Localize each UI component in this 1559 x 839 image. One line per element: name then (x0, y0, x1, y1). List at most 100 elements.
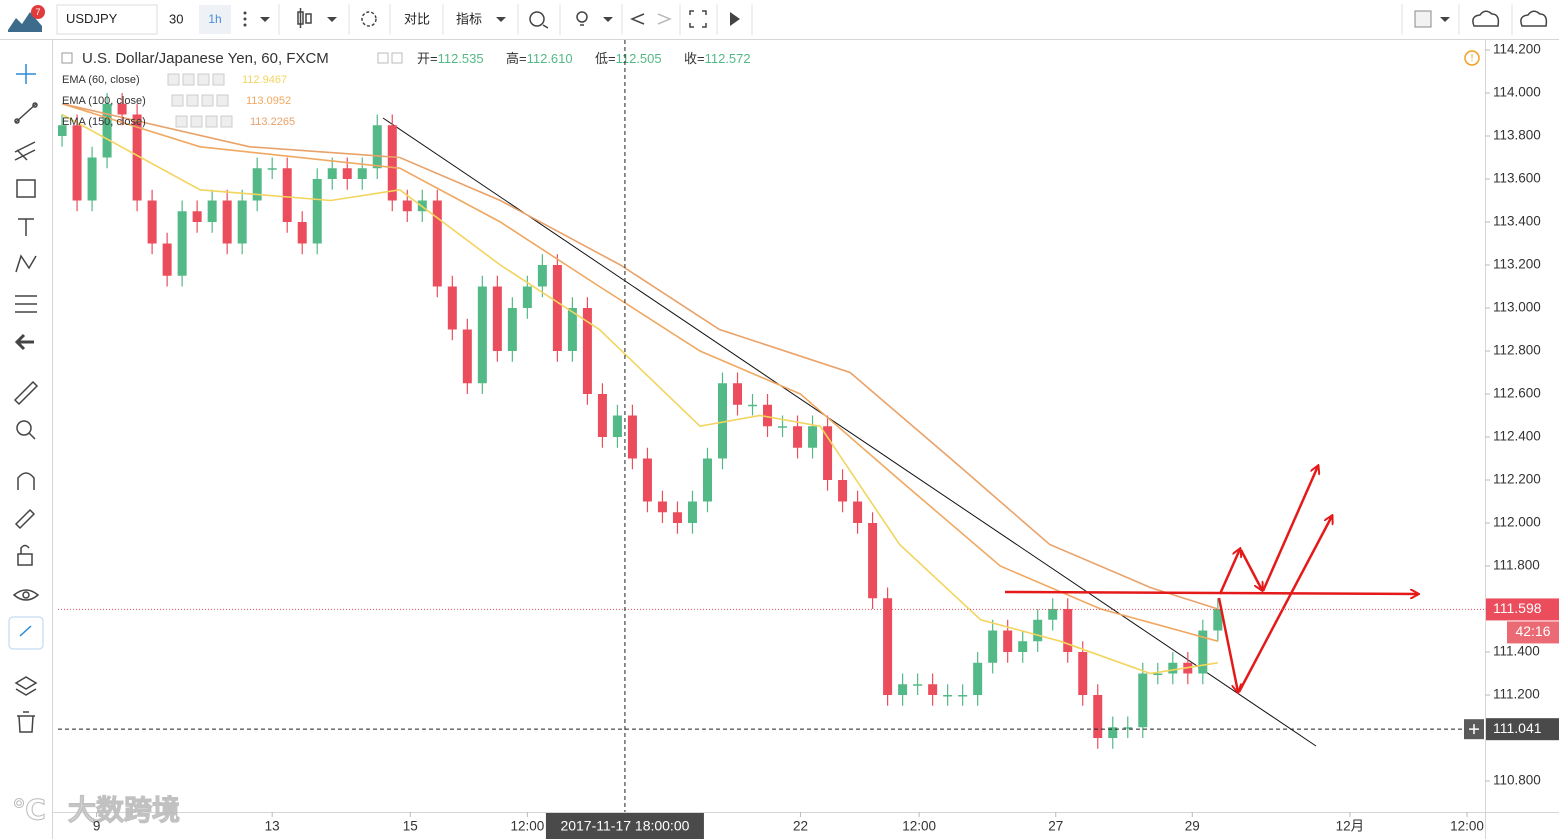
candle-body (717, 383, 727, 459)
candle-body (988, 630, 998, 663)
ohlc-label: 收= (684, 51, 705, 66)
replay-button[interactable] (730, 12, 740, 26)
candle-body (597, 394, 607, 437)
settings-button[interactable] (361, 11, 377, 27)
interval-button[interactable] (199, 5, 231, 34)
candle-body (267, 168, 277, 170)
legend-name: EMA (150, close) (62, 116, 146, 128)
candle-body (102, 103, 112, 158)
candle-body (1033, 619, 1043, 642)
candle-body (748, 404, 758, 407)
candle-body (808, 426, 818, 448)
symbol-input[interactable] (56, 4, 158, 35)
candle-body (237, 200, 247, 244)
ohlc-value: 112.535 (438, 51, 484, 66)
legend-icon (175, 115, 188, 128)
candle-body (507, 308, 517, 351)
candle-body (627, 415, 637, 459)
y-tick-label: 113.200 (1493, 257, 1541, 272)
y-tick-label: 113.400 (1493, 214, 1541, 229)
candle-body (462, 329, 472, 384)
candle-body (207, 200, 217, 222)
legend-icon (190, 115, 203, 128)
arrows (1004, 466, 1418, 693)
candle-body (87, 157, 97, 201)
redo-button[interactable] (657, 13, 672, 25)
ohlc-label: 高= (506, 51, 527, 66)
arrow[interactable] (1261, 466, 1318, 592)
candle-body (132, 114, 142, 201)
indicators-button[interactable]: 指标 (456, 11, 482, 26)
candle-body (297, 222, 307, 244)
alert-button[interactable] (529, 11, 549, 29)
ohlc-item: 低=112.505 (595, 51, 662, 66)
arrow[interactable] (1237, 516, 1332, 693)
candle-body (552, 265, 562, 351)
legend-name: EMA (100, close) (62, 95, 146, 107)
y-tick-label: 113.000 (1493, 300, 1541, 315)
x-tick-label: 12:00 (902, 819, 936, 834)
chart-type-button[interactable] (297, 8, 312, 28)
y-tick-label: 111.200 (1493, 687, 1540, 702)
ohlc-item: 高=112.610 (506, 51, 573, 66)
y-tick-label: 114.200 (1493, 42, 1541, 57)
symbol-title: U.S. Dollar/Japanese Yen, 60, FXCM (82, 50, 329, 67)
legend-icon (201, 94, 214, 107)
arrow[interactable] (1218, 549, 1240, 595)
candle-body (898, 684, 908, 695)
candle-body (672, 512, 682, 523)
candle-body (1078, 652, 1088, 695)
arrow[interactable] (1217, 597, 1238, 692)
layout-button[interactable] (1414, 10, 1432, 28)
candle-body (1108, 727, 1118, 738)
watermark: 大数跨境 (68, 794, 180, 825)
ema-line (61, 102, 1219, 642)
y-tick-label: 113.800 (1493, 128, 1541, 143)
y-tick-label: 112.400 (1493, 429, 1541, 444)
crosshair-time-box (545, 813, 704, 839)
interval[interactable]: 30 (169, 11, 183, 26)
legend-icon (197, 73, 210, 86)
candle-body (958, 695, 968, 697)
badge (31, 5, 45, 19)
candle-body (868, 523, 878, 599)
ideas-button[interactable] (576, 11, 588, 26)
compare-button[interactable]: 对比 (404, 11, 430, 26)
candle-body (943, 695, 953, 697)
y-tick-label: 113.600 (1493, 171, 1541, 186)
add-icon (1469, 724, 1479, 735)
arrow[interactable] (1239, 549, 1262, 590)
y-tick-label: 111.800 (1493, 558, 1540, 573)
candle-body (1123, 727, 1133, 729)
fullscreen-button[interactable] (689, 10, 707, 28)
top-toolbar (0, 0, 1559, 40)
warning-icon[interactable] (1464, 50, 1480, 66)
candle-body (1048, 609, 1058, 620)
symbol: USDJPY (66, 11, 118, 26)
legend-icon (205, 115, 218, 128)
countdown-label: 42:16 (1515, 623, 1550, 639)
candle-body (612, 415, 622, 437)
legend-name: EMA (60, close) (62, 74, 140, 86)
candle-body (1093, 695, 1103, 738)
candle-body (1138, 673, 1148, 728)
undo-button[interactable] (630, 13, 645, 25)
collapse-button[interactable] (61, 52, 73, 64)
x-tick-label: 27 (1048, 819, 1063, 834)
badge-count: 7 (35, 7, 40, 17)
cloud-load-button[interactable] (1472, 10, 1500, 27)
y-tick-label: 112.600 (1493, 386, 1541, 401)
legend-value: 113.2265 (250, 116, 295, 128)
trend-line[interactable] (382, 117, 1317, 747)
cloud-save-button[interactable] (1520, 10, 1548, 27)
candle-body (447, 286, 457, 330)
settings-icon (391, 52, 403, 64)
candle-body (582, 308, 592, 394)
legend-icon (182, 73, 195, 86)
resistance-arrow[interactable] (1004, 592, 1418, 594)
y-tick-label: 114.000 (1493, 85, 1541, 100)
candle-body (853, 501, 863, 523)
drawing-tools[interactable] (8, 64, 44, 733)
ohlc-value: 112.505 (616, 51, 662, 66)
